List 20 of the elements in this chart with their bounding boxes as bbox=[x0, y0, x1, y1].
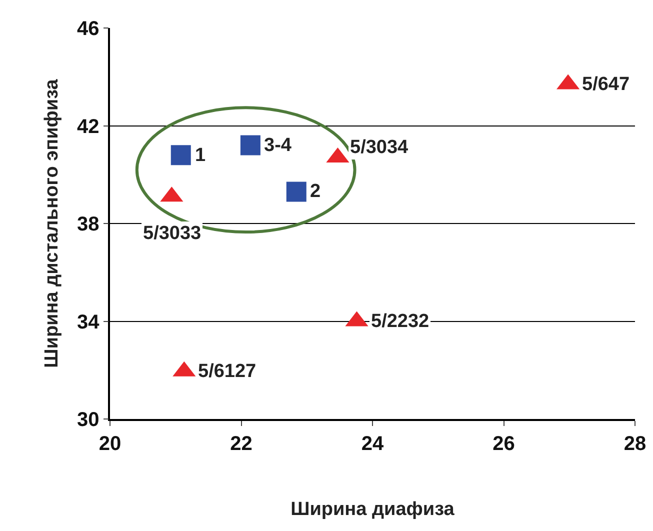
x-axis-title: Ширина диафиза bbox=[290, 499, 455, 520]
annotation: 5/647 bbox=[582, 74, 630, 95]
annotation: 1 bbox=[195, 145, 206, 166]
y-tick-label: 30 bbox=[77, 409, 100, 431]
y-tick-label: 46 bbox=[77, 18, 100, 40]
x-tick-label: 22 bbox=[230, 432, 252, 455]
x-tick-label: 24 bbox=[361, 432, 384, 455]
x-tick-label: 26 bbox=[492, 432, 515, 455]
y-axis-title: Ширина дистального эпифиза bbox=[41, 78, 62, 368]
annotation: 5/2232 bbox=[371, 311, 430, 332]
annotation: 5/3034 bbox=[350, 137, 409, 158]
annotation: 5/3033 bbox=[143, 223, 202, 244]
y-tick-label: 34 bbox=[77, 311, 100, 334]
y-tick-label: 38 bbox=[77, 214, 100, 236]
annotation: 2 bbox=[310, 181, 321, 202]
x-tick-label: 28 bbox=[624, 432, 646, 455]
y-tick-label: 42 bbox=[77, 116, 100, 138]
annotation: 5/6127 bbox=[198, 361, 256, 382]
annotation: 3-4 bbox=[264, 135, 292, 156]
x-tick-label: 20 bbox=[98, 432, 122, 455]
